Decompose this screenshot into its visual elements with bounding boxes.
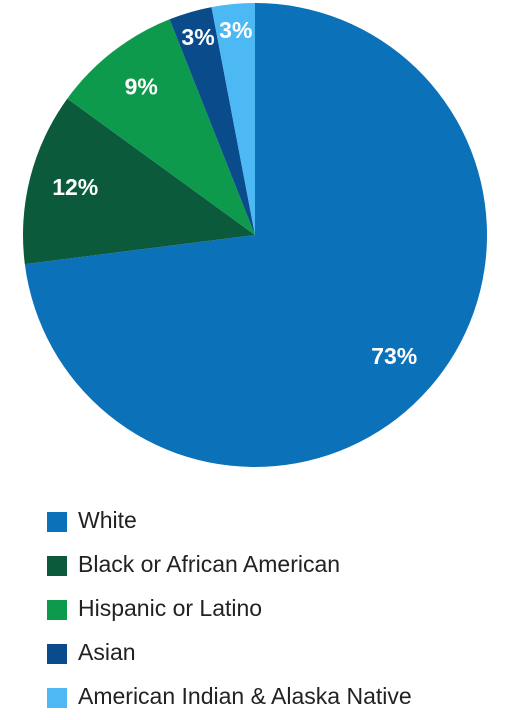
data-label: 3% — [181, 24, 214, 50]
legend-swatch — [47, 644, 67, 664]
legend-label: American Indian & Alaska Native — [78, 683, 412, 709]
legend-label: Hispanic or Latino — [78, 595, 262, 621]
data-label: 3% — [219, 17, 252, 43]
pie-slice — [211, 2, 255, 235]
pie-slice — [169, 7, 255, 235]
legend-label: Black or African American — [78, 551, 340, 577]
legend-swatch — [47, 688, 67, 708]
legend-label: Asian — [78, 639, 136, 665]
pie-slice — [23, 98, 255, 265]
legend-swatch — [47, 556, 67, 576]
data-label: 9% — [125, 73, 158, 99]
pie-slice — [24, 3, 487, 467]
data-label: 12% — [52, 174, 98, 200]
data-label: 73% — [371, 343, 417, 369]
legend-swatch — [47, 600, 67, 620]
legend-label: White — [78, 507, 137, 533]
legend-swatch — [47, 512, 67, 532]
pie-slice — [67, 19, 255, 235]
